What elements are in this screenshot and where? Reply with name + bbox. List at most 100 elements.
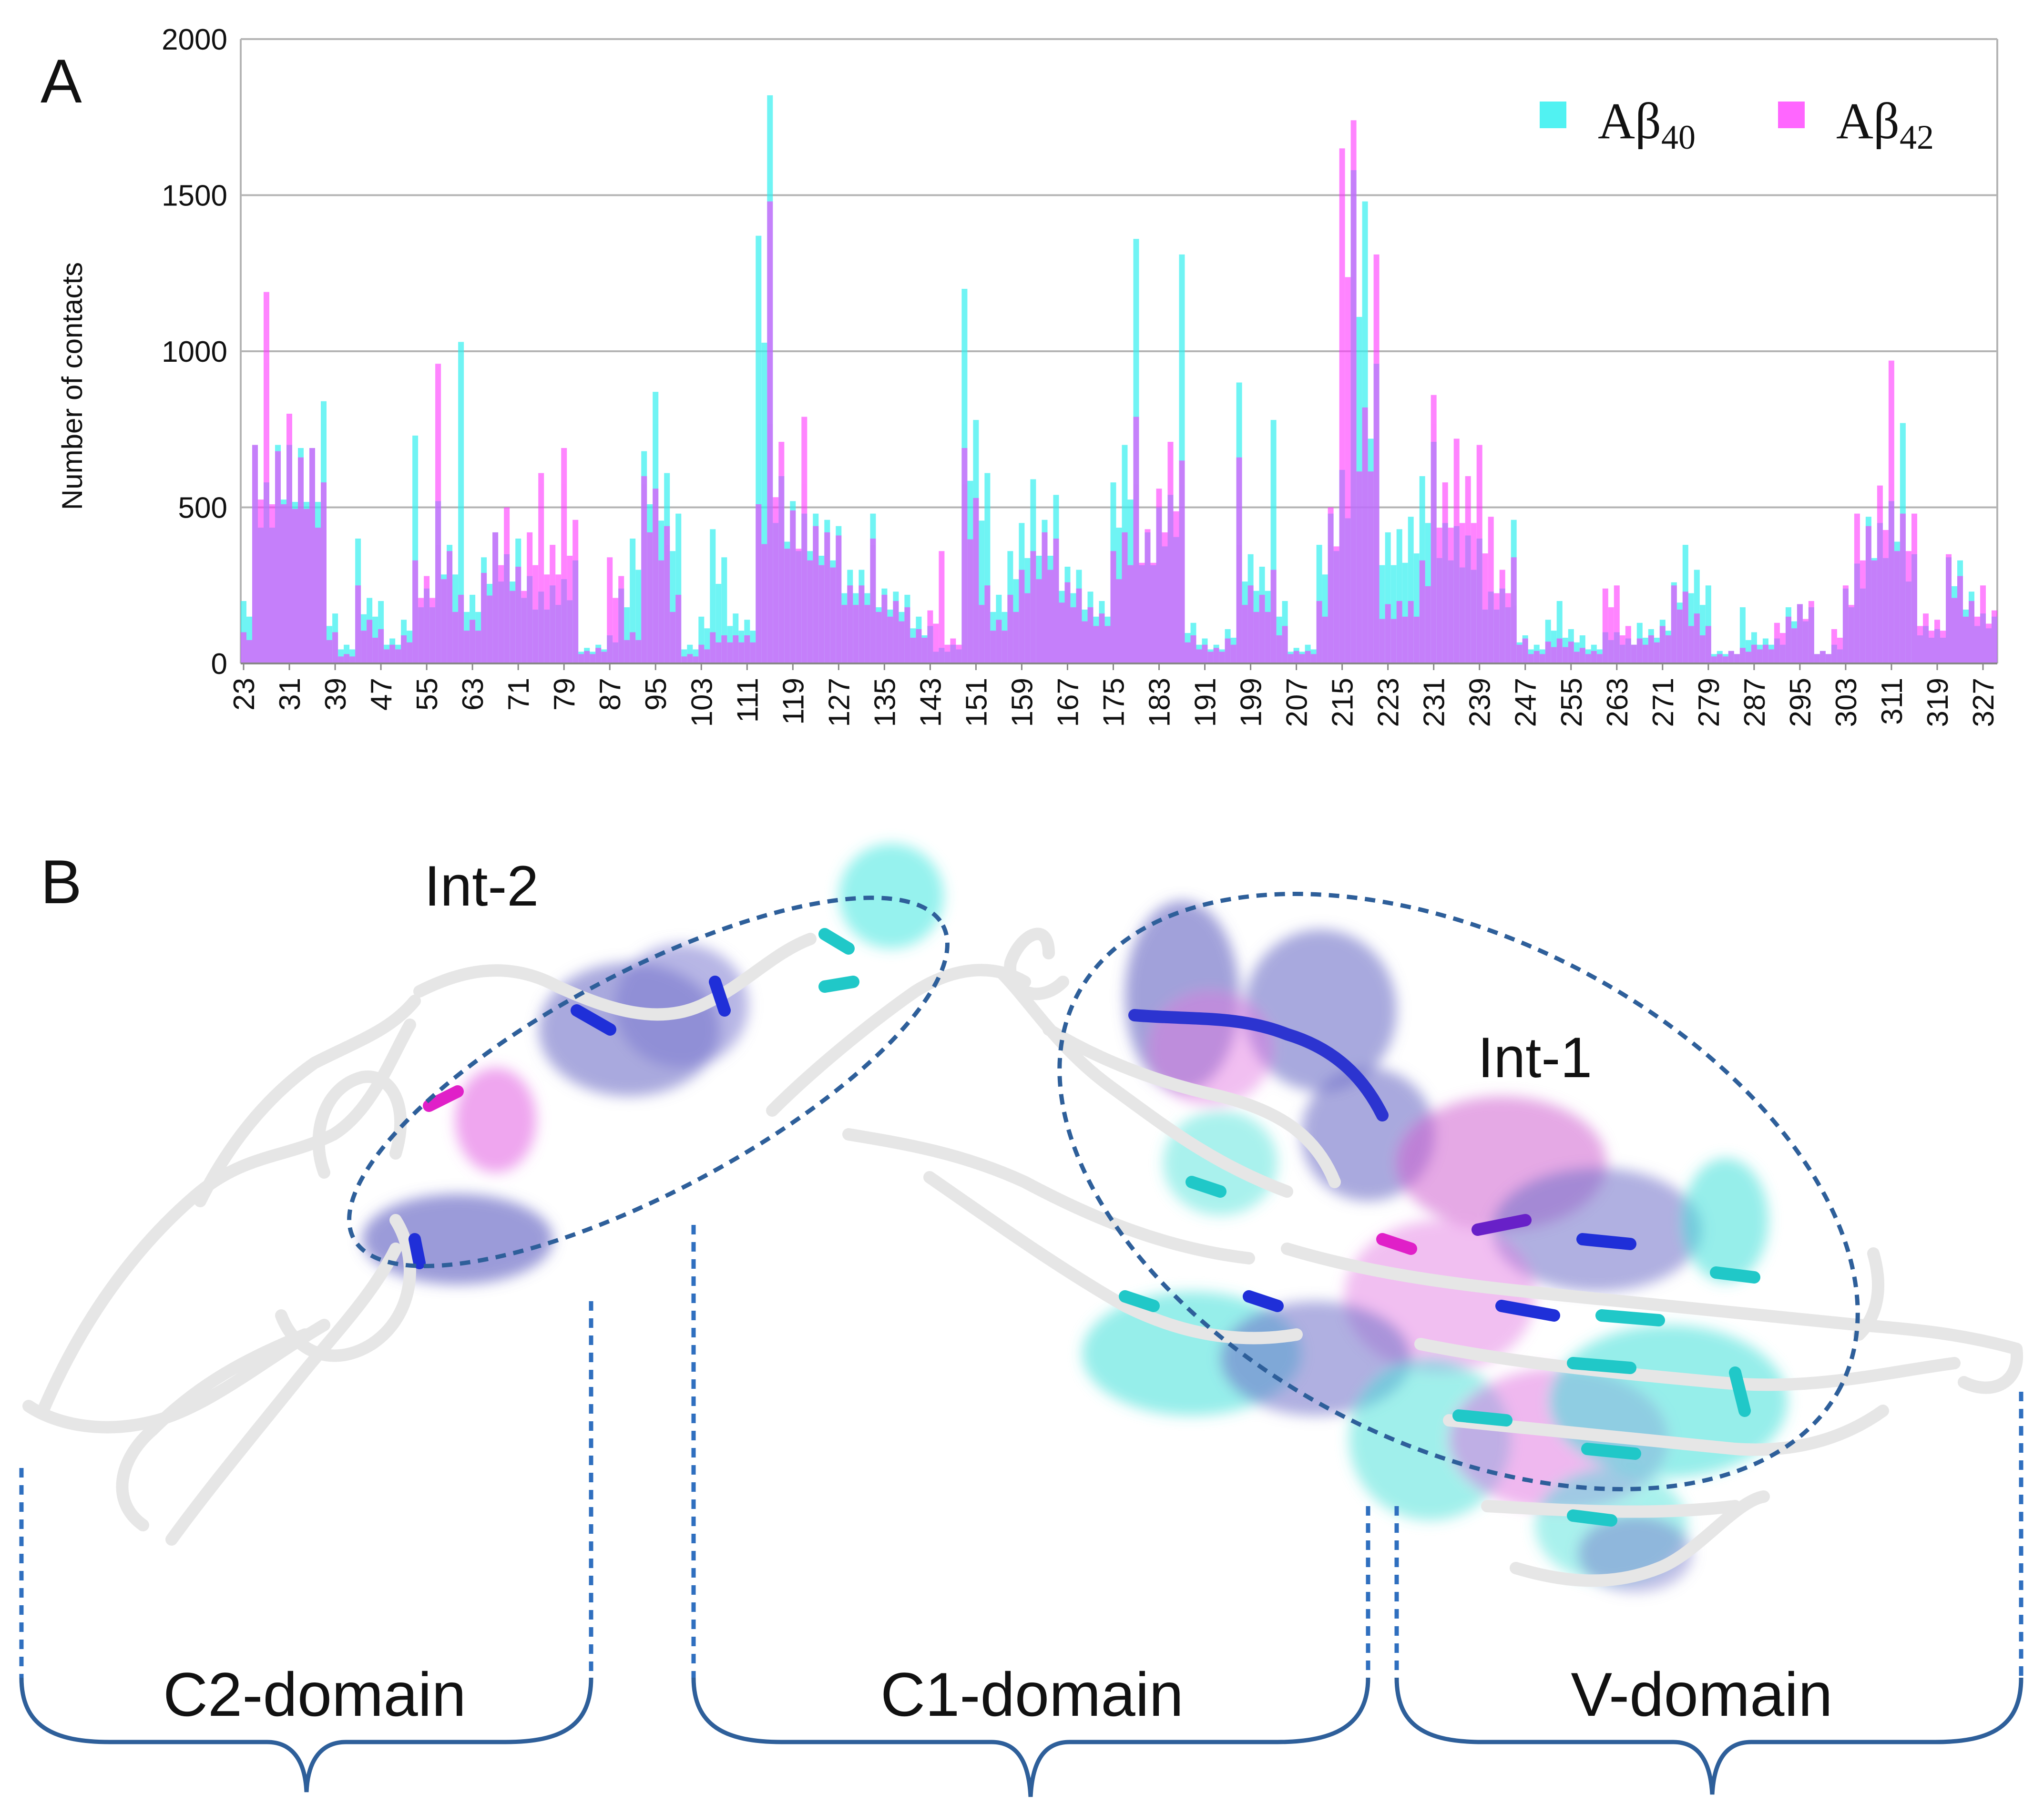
bar-Aβ42-159: [1019, 570, 1025, 663]
bar-Aβ42-314: [1905, 551, 1911, 663]
bar-Aβ42-237: [1465, 476, 1471, 663]
bar-Aβ42-119: [790, 510, 796, 663]
bar-Aβ42-300: [1825, 654, 1831, 663]
bar-Aβ42-209: [1305, 651, 1311, 663]
bar-Aβ40-92: [635, 570, 642, 663]
bar-Aβ42-262: [1608, 607, 1614, 663]
bar-Aβ42-228: [1413, 616, 1420, 664]
x-tick-label: 279: [1693, 678, 1726, 727]
bar-Aβ42-158: [1013, 611, 1019, 663]
bar-Aβ42-327: [1980, 585, 1986, 664]
bar-Aβ42-115: [767, 201, 773, 664]
bar-Aβ42-47: [378, 629, 384, 663]
x-tick-label: 263: [1601, 678, 1634, 727]
bar-Aβ42-99: [675, 594, 682, 663]
x-tick-label: 215: [1327, 678, 1359, 727]
legend-label-ab40: Aβ40: [1598, 93, 1696, 156]
bar-Aβ42-177: [1122, 532, 1128, 663]
bar-Aβ42-221: [1373, 254, 1380, 663]
bar-Aβ42-258: [1585, 654, 1591, 663]
bar-Aβ42-287: [1751, 644, 1757, 663]
bar-Aβ42-211: [1316, 601, 1322, 663]
bar-Aβ42-318: [1929, 631, 1934, 663]
bar-Aβ42-121: [801, 417, 807, 663]
bar-Aβ42-308: [1871, 560, 1877, 663]
bar-Aβ42-145: [939, 551, 945, 663]
bar-Aβ42-41: [344, 654, 350, 663]
bar-Aβ42-24: [246, 640, 252, 663]
bar-Aβ42-98: [670, 611, 676, 663]
bar-Aβ42-188: [1185, 642, 1191, 663]
bar-Aβ42-192: [1207, 652, 1214, 663]
y-tick-label: 1500: [162, 180, 227, 213]
bar-Aβ40-105: [710, 529, 716, 663]
chart-y-axis: 0 500 1000 1500 2000: [162, 23, 1998, 681]
x-tick-label: 231: [1418, 678, 1451, 727]
bar-Aβ42-31: [286, 414, 292, 663]
bar-Aβ42-323: [1957, 576, 1963, 663]
bar-Aβ42-307: [1865, 526, 1871, 663]
bar-Aβ42-146: [944, 644, 950, 663]
bar-Aβ42-264: [1619, 635, 1625, 663]
bar-Aβ40-61: [458, 342, 464, 663]
bar-Aβ42-61: [458, 594, 464, 663]
legend-swatch-ab42: [1778, 102, 1805, 128]
x-tick-label: 135: [869, 678, 901, 727]
bar-Aβ42-273: [1671, 585, 1677, 664]
bar-Aβ42-130: [853, 605, 859, 663]
bar-Aβ42-42: [349, 656, 356, 663]
bar-Aβ42-65: [481, 573, 487, 663]
bar-Aβ42-35: [309, 448, 315, 663]
bar-Aβ42-315: [1911, 513, 1917, 663]
bar-Aβ42-249: [1533, 651, 1540, 663]
bar-Aβ42-141: [916, 629, 922, 663]
bar-Aβ42-112: [750, 642, 756, 663]
bar-Aβ42-149: [961, 448, 968, 663]
x-tick-label: 295: [1784, 678, 1817, 727]
bar-Aβ42-151: [973, 498, 979, 663]
bar-Aβ42-63: [470, 620, 476, 663]
bar-Aβ42-257: [1579, 648, 1585, 664]
x-tick-label: 287: [1738, 678, 1771, 727]
x-tick-label: 319: [1921, 678, 1954, 727]
bar-Aβ42-44: [361, 631, 367, 663]
x-tick-label: 23: [228, 678, 261, 711]
bar-Aβ42-310: [1882, 530, 1889, 663]
bar-Aβ42-240: [1482, 553, 1488, 663]
bar-Aβ42-303: [1842, 585, 1849, 664]
bar-Aβ42-91: [630, 632, 636, 663]
bar-Aβ42-186: [1173, 511, 1179, 663]
bar-Aβ42-96: [658, 560, 664, 663]
bar-Aβ42-123: [813, 526, 819, 663]
bar-Aβ42-34: [304, 509, 309, 663]
bar-Aβ42-259: [1591, 651, 1597, 663]
bar-Aβ42-40: [338, 656, 344, 663]
bar-Aβ42-293: [1785, 616, 1791, 664]
bar-Aβ42-252: [1551, 647, 1557, 663]
bar-Aβ42-199: [1247, 585, 1254, 664]
bar-Aβ42-208: [1299, 654, 1305, 663]
bar-Aβ42-169: [1076, 588, 1082, 663]
bar-Aβ42-272: [1665, 635, 1671, 663]
bar-Aβ42-281: [1717, 654, 1723, 663]
bar-Aβ42-127: [836, 535, 842, 663]
x-tick-label: 159: [1006, 678, 1039, 727]
x-tick-label: 119: [777, 678, 810, 725]
bar-Aβ42-250: [1539, 654, 1545, 663]
contact-residues-ribbon: [409, 928, 1760, 1527]
bar-Aβ42-173: [1099, 613, 1105, 663]
bar-Aβ42-193: [1213, 648, 1219, 664]
bar-Aβ42-71: [515, 567, 521, 663]
legend-swatch-ab40: [1540, 102, 1566, 128]
bar-Aβ42-241: [1488, 517, 1494, 663]
bar-Aβ42-132: [864, 605, 870, 663]
int-2-label: Int-2: [424, 854, 539, 918]
bar-Aβ42-43: [355, 585, 361, 664]
bar-Aβ42-100: [681, 656, 687, 663]
bar-Aβ42-312: [1894, 551, 1900, 663]
bar-Aβ42-74: [532, 565, 539, 663]
bar-Aβ42-270: [1654, 642, 1660, 663]
bar-Aβ42-36: [315, 528, 321, 663]
bar-Aβ42-196: [1230, 644, 1237, 663]
